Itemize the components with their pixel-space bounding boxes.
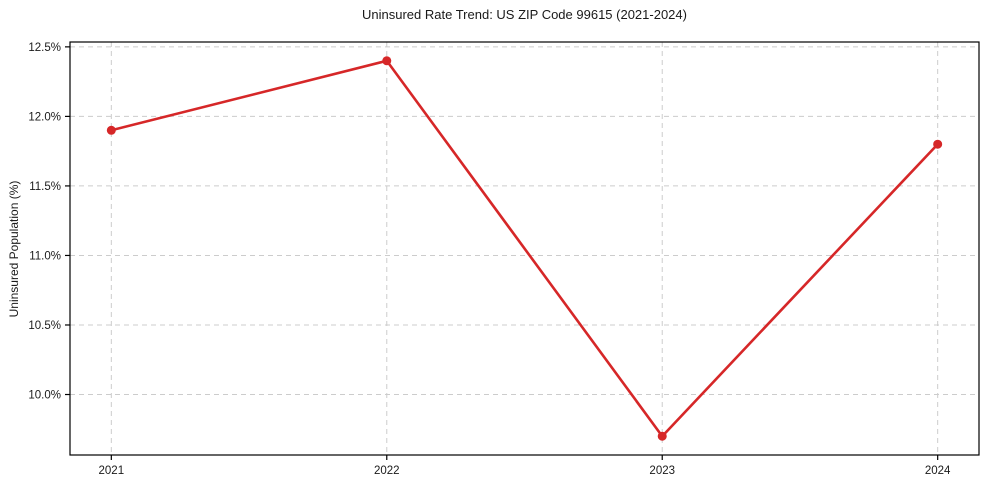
plot-frame bbox=[69, 41, 980, 456]
y-tick-label: 12.5% bbox=[28, 42, 61, 54]
trend-line bbox=[110, 59, 939, 438]
data-point-marker bbox=[106, 125, 116, 135]
x-tick-label: 2022 bbox=[374, 465, 400, 477]
data-point-marker bbox=[933, 139, 943, 149]
y-tick-label: 10.0% bbox=[28, 390, 61, 402]
chart-title: Uninsured Rate Trend: US ZIP Code 99615 … bbox=[362, 7, 687, 22]
data-point-marker bbox=[382, 56, 392, 66]
x-tick-label: 2021 bbox=[99, 465, 125, 477]
y-tick-label: 12.0% bbox=[28, 111, 61, 123]
x-tick-label: 2023 bbox=[649, 465, 675, 477]
x-tick-label: 2024 bbox=[925, 465, 951, 477]
y-tick-label: 11.5% bbox=[29, 181, 61, 193]
y-tick-label: 10.5% bbox=[28, 320, 61, 332]
y-tick-label: 11.0% bbox=[29, 250, 61, 262]
data-point-marker bbox=[657, 431, 667, 441]
